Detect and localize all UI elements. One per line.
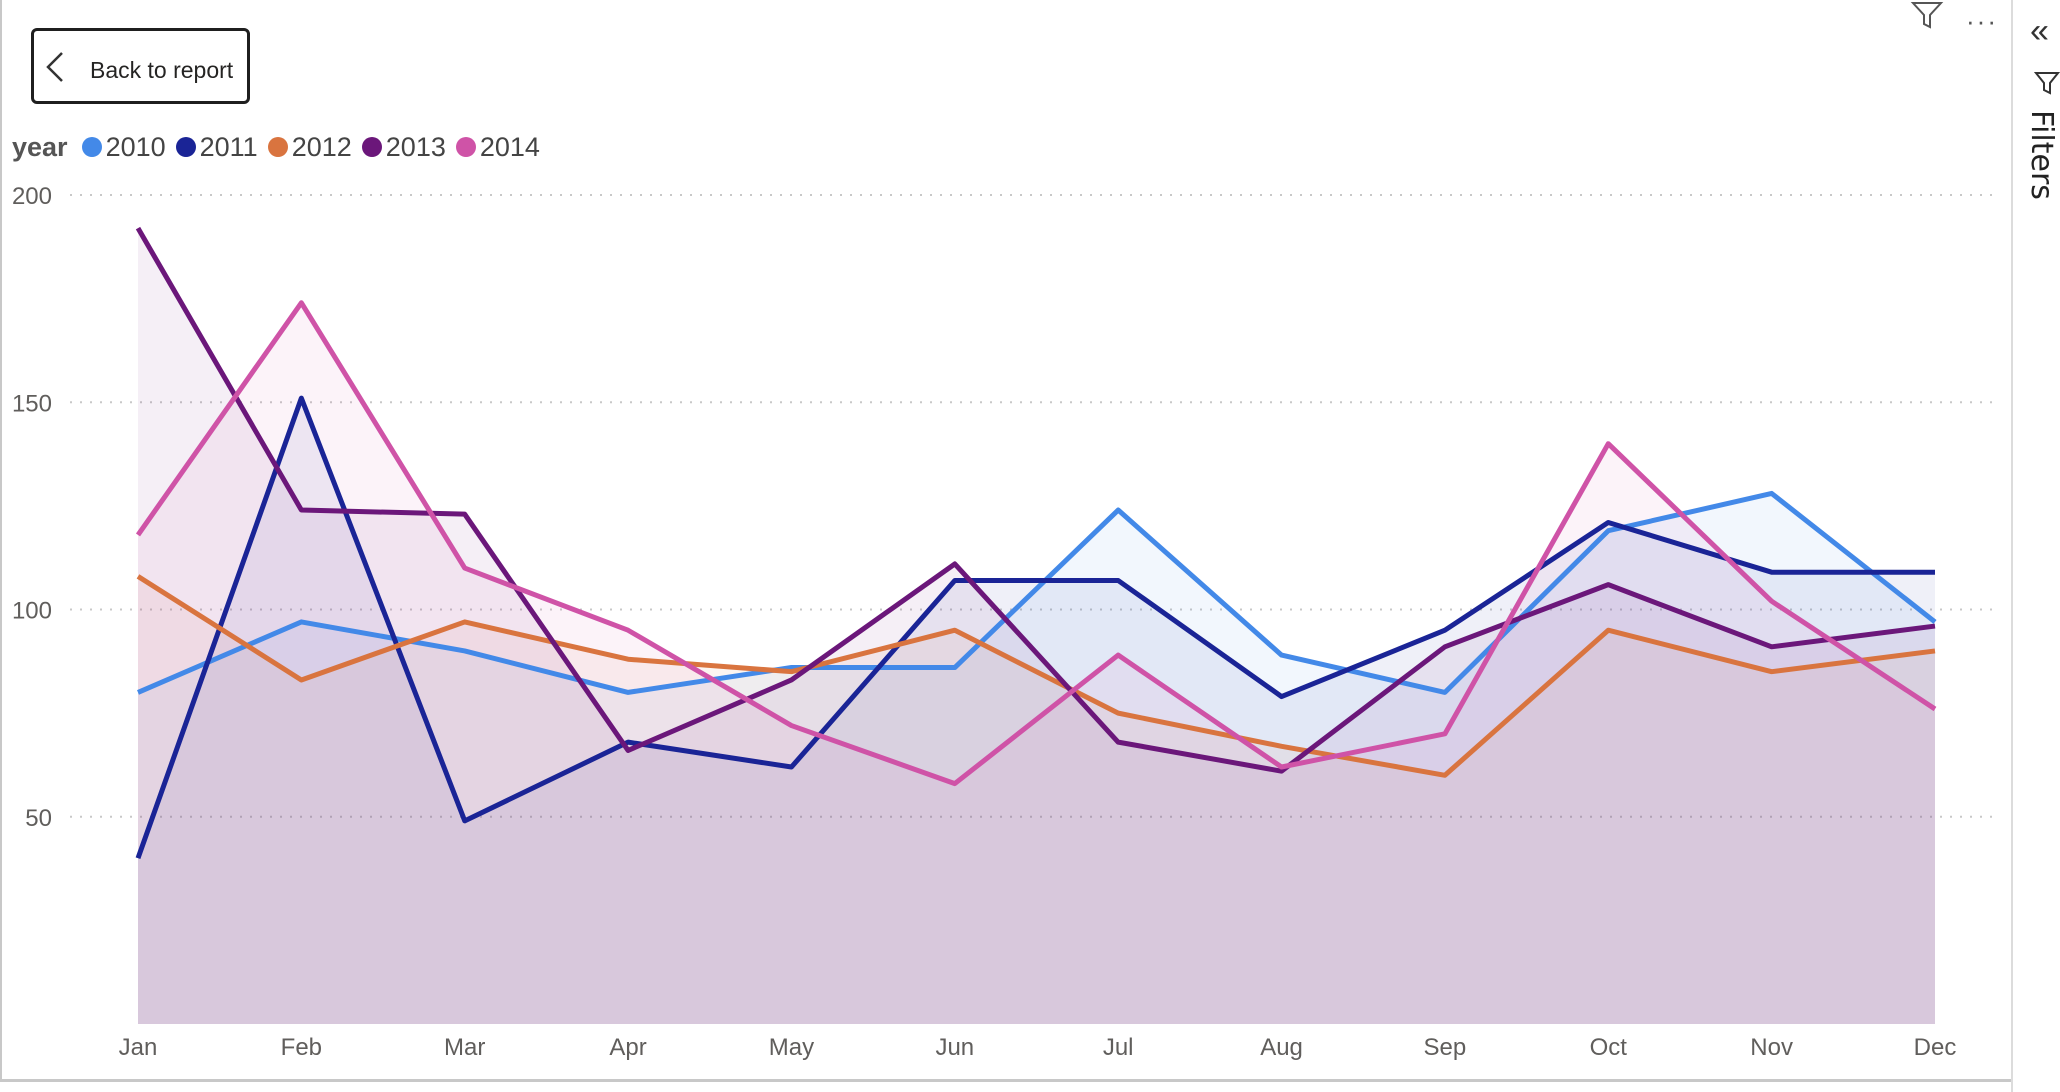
double-chevron-left-icon[interactable]: « — [2030, 12, 2049, 50]
back-to-report-button[interactable]: Back to report — [31, 28, 250, 104]
report-canvas — [0, 0, 2011, 1082]
y-tick-label-100: 100 — [12, 598, 52, 625]
x-tick-label-oct: Oct — [1590, 1034, 1628, 1061]
chevron-left-icon — [46, 52, 63, 82]
more-options-icon[interactable]: ··· — [1966, 6, 1998, 36]
legend-item-2013[interactable]: 2013 — [361, 131, 446, 163]
legend-title: year — [12, 131, 68, 162]
legend-item-2011[interactable]: 2011 — [175, 131, 258, 163]
x-tick-label-feb: Feb — [281, 1034, 322, 1061]
x-tick-label-jun: Jun — [935, 1034, 974, 1061]
y-tick-label-200: 200 — [12, 183, 52, 210]
area-2014 — [138, 302, 1935, 1024]
legend-label-2013: 2013 — [385, 131, 446, 162]
legend-label-2014: 2014 — [479, 131, 540, 162]
line-2012 — [136, 574, 1936, 778]
x-tick-label-mar: Mar — [444, 1034, 485, 1061]
back-button-label: Back to report — [90, 57, 234, 83]
area-2011 — [138, 398, 1935, 1025]
x-tick-label-jul: Jul — [1103, 1034, 1134, 1061]
line-2010 — [137, 490, 1937, 695]
filters-pane[interactable] — [2011, 0, 2060, 1092]
line-2013 — [135, 226, 1936, 774]
x-tick-label-dec: Dec — [1914, 1034, 1957, 1061]
legend-label-2011: 2011 — [199, 131, 258, 162]
x-tick-label-aug: Aug — [1260, 1034, 1303, 1061]
area-2010 — [138, 493, 1935, 1024]
legend-item-2010[interactable]: 2010 — [81, 131, 166, 163]
area-2013 — [138, 228, 1935, 1024]
legend-label-2012: 2012 — [291, 131, 352, 162]
legend-dot-2012 — [267, 137, 288, 157]
filters-pane-label[interactable]: Filters — [2024, 110, 2059, 200]
legend-item-2012[interactable]: 2012 — [267, 131, 352, 163]
legend-dot-2010 — [81, 137, 102, 157]
y-tick-label-50: 50 — [25, 805, 52, 832]
line-area-chart: 50 100 150 200 Jan Feb Mar Apr May Jun Jul Aug Sep Oc… — [12, 183, 2000, 1061]
x-tick-label-nov: Nov — [1750, 1034, 1793, 1061]
line-2011 — [135, 395, 1935, 860]
chart-legend: year 2010 2011 2012 2013 2014 — [12, 131, 550, 163]
line-2014 — [135, 300, 1937, 787]
x-tick-label-jan: Jan — [119, 1034, 158, 1061]
x-tick-label-apr: Apr — [609, 1034, 646, 1061]
legend-dot-2014 — [455, 137, 476, 157]
legend-dot-2013 — [361, 137, 382, 157]
x-tick-label-may: May — [769, 1034, 814, 1061]
filter-pane-icon — [2034, 72, 2060, 95]
y-tick-label-150: 150 — [12, 390, 52, 417]
filter-icon[interactable] — [1910, 0, 1944, 30]
legend-dot-2011 — [175, 137, 196, 157]
legend-item-2014[interactable]: 2014 — [455, 131, 540, 163]
x-tick-label-sep: Sep — [1424, 1034, 1467, 1061]
legend-label-2010: 2010 — [105, 131, 166, 162]
